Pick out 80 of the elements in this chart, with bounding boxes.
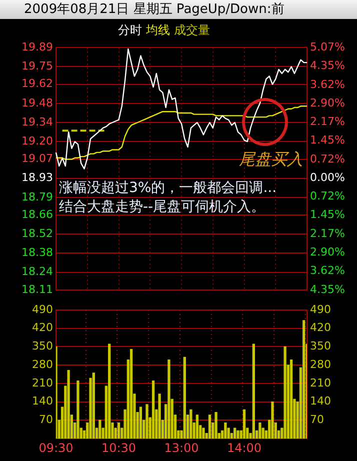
x-tick-label: 09:30	[38, 440, 74, 455]
bar	[152, 380, 155, 439]
y2-tick-label: 350	[310, 340, 331, 353]
y2-tick-label: 2.90%	[310, 246, 345, 259]
y-tick-label: 19.20	[22, 134, 53, 148]
y-tick-label: 19.62	[22, 77, 53, 90]
x-tick-label: 14:00	[226, 440, 262, 455]
bar	[130, 349, 133, 439]
y2-tick-label: 1.45%	[310, 208, 345, 222]
y-tick-label: 19.89	[22, 40, 53, 54]
y2-tick-label: 280	[310, 358, 331, 371]
y2-tick-label: 490	[310, 302, 331, 316]
y-tick-label: 18.93	[22, 171, 53, 184]
annotation: 涨幅没超过3%的，一般都会回调...	[59, 180, 277, 196]
bar	[202, 428, 205, 439]
x-tick-label: 10:30	[101, 440, 136, 455]
y-tick-label: 18.11	[22, 282, 53, 296]
bar	[290, 360, 293, 439]
bar	[117, 422, 120, 439]
bar	[190, 409, 192, 439]
y2-tick-label: 2.17%	[310, 226, 345, 240]
bar	[258, 422, 262, 439]
bar	[236, 430, 240, 439]
y-tick-label: 70	[39, 413, 53, 426]
x-tick-label: 13:00	[164, 440, 199, 455]
y2-tick-label: 0.72%	[310, 189, 345, 202]
bar	[284, 346, 286, 439]
y2-tick-label: 70	[310, 413, 324, 426]
y2-tick-label: 3.62%	[310, 264, 345, 278]
bar	[139, 406, 142, 439]
y2-tick-label: 0.72%	[310, 152, 345, 166]
text: 成交量	[174, 23, 210, 37]
y-tick-label: 140	[32, 394, 53, 408]
chart-title: 2009年08月21日 星期五 PageUp/Down:前	[0, 0, 357, 19]
bar	[98, 420, 102, 439]
bar	[67, 370, 70, 439]
bar	[214, 412, 218, 439]
y2-tick-label: 2.17%	[310, 115, 345, 128]
bar	[168, 360, 170, 439]
y-tick-label: 19.34	[22, 115, 53, 128]
bar	[234, 428, 236, 439]
bar	[242, 409, 246, 439]
y2-tick-label: 1.45%	[310, 134, 345, 147]
y-tick-label: 18.79	[22, 190, 53, 204]
y-tick-label: 19.75	[22, 60, 53, 73]
bar	[76, 380, 80, 439]
y2-tick-label: 140	[310, 394, 331, 408]
bar	[224, 422, 227, 439]
bar	[183, 356, 186, 439]
y-tick-label: 18.24	[22, 265, 53, 278]
annotation: 结合大盘走势--尾盘可伺机介入。	[59, 199, 266, 216]
y-tick-label: 210	[32, 376, 53, 390]
y-tick-label: 420	[32, 321, 53, 334]
y2-tick-label: 2.90%	[310, 96, 345, 110]
y-tick-label: 350	[32, 340, 53, 353]
bar	[302, 320, 306, 439]
y-tick-label: 490	[32, 302, 53, 316]
series-label: 分时	[118, 23, 142, 37]
y-tick-label: 18.38	[22, 246, 53, 260]
y2-tick-label: 4.35%	[310, 58, 345, 72]
bar	[271, 402, 274, 439]
y-tick-label: 19.07	[22, 152, 53, 166]
bar	[146, 404, 148, 439]
y-tick-label: 280	[32, 358, 53, 371]
bar	[92, 372, 95, 439]
bar	[196, 414, 199, 439]
y2-tick-label: 420	[310, 321, 331, 334]
bar	[108, 344, 111, 439]
y2-tick-label: 5.07%	[310, 40, 345, 54]
bar	[158, 394, 161, 439]
text: 均线	[146, 23, 170, 37]
y2-tick-label: 210	[310, 376, 331, 390]
y2-tick-label: 4.35%	[310, 282, 345, 296]
y-tick-label: 18.52	[22, 227, 53, 240]
y-tick-label: 18.66	[22, 208, 53, 221]
bar	[252, 344, 255, 439]
y-tick-label: 19.48	[22, 96, 53, 110]
y2-tick-label: 0.00%	[310, 170, 345, 184]
bar	[208, 414, 212, 439]
y2-tick-label: 3.62%	[310, 78, 345, 91]
